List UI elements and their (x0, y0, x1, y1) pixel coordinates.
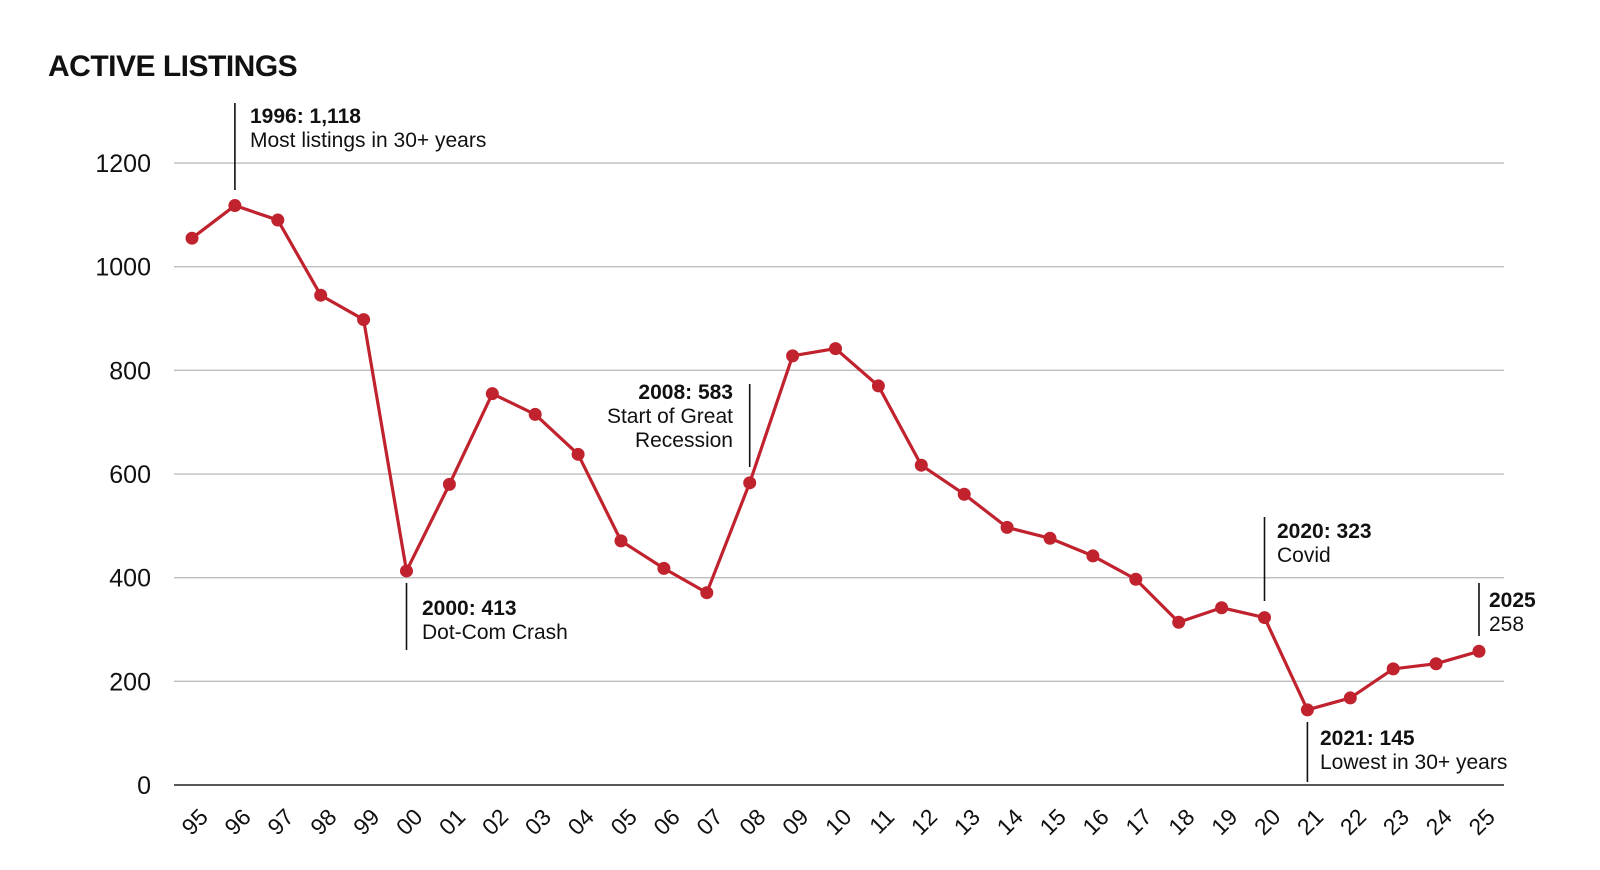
annotation-text: Covid (1277, 544, 1331, 567)
data-point (1343, 691, 1357, 705)
annotation-text: Most listings in 30+ years (250, 129, 486, 152)
x-tick-label: 96 (219, 804, 255, 840)
series-line (191, 203, 1480, 712)
x-tick-label: 02 (477, 804, 513, 840)
x-tick-label: 13 (949, 804, 985, 840)
x-tick-label: 07 (691, 804, 727, 840)
y-tick-label: 600 (109, 461, 151, 489)
x-tick-label: 04 (563, 803, 600, 840)
annotation-text: Lowest in 30+ years (1320, 751, 1507, 774)
x-tick-label: 06 (648, 804, 684, 840)
data-point (442, 477, 456, 491)
x-axis-ticks: 95 96 97 98 99 00 01 02 03 04 05 06 07 08 09 10 11 12 13 14… (176, 803, 1499, 840)
x-tick-label: 22 (1335, 804, 1371, 840)
annotation-text: Dot-Com Crash (422, 621, 568, 644)
y-tick-label: 400 (109, 565, 151, 593)
data-point (1129, 572, 1143, 586)
y-axis-ticks: 0 200 400 600 800 1000 1200 (95, 150, 151, 800)
data-point (528, 407, 542, 421)
x-tick-label: 23 (1378, 804, 1414, 840)
data-point (957, 487, 971, 501)
data-point (228, 199, 242, 213)
x-tick-label: 18 (1163, 804, 1199, 840)
data-point (271, 213, 285, 227)
annotation-text: 258 (1489, 613, 1524, 636)
data-point (1000, 520, 1014, 534)
annotation-title: 2025 (1489, 589, 1536, 612)
annotation-text: Start of Great (607, 405, 733, 428)
y-tick-label: 1200 (95, 150, 151, 178)
x-tick-label: 15 (1034, 804, 1070, 840)
x-tick-label: 14 (992, 803, 1029, 840)
x-tick-label: 11 (864, 804, 899, 839)
data-point (571, 447, 585, 461)
x-tick-label: 03 (520, 804, 556, 840)
data-point (1215, 601, 1229, 615)
y-tick-label: 0 (137, 772, 151, 800)
x-tick-label: 21 (1292, 804, 1328, 840)
gridlines (174, 162, 1504, 786)
data-point (914, 458, 928, 472)
chart-title: ACTIVE LISTINGS (48, 50, 298, 83)
annotation-title: 2020: 323 (1277, 520, 1372, 543)
data-point (1472, 644, 1486, 658)
annotation-text: Recession (635, 429, 733, 452)
x-tick-label: 99 (348, 804, 384, 840)
data-point (829, 342, 842, 356)
data-point (614, 534, 628, 548)
x-tick-label: 98 (305, 804, 341, 840)
x-tick-label: 97 (262, 804, 298, 840)
annotation-title: 2008: 583 (638, 381, 733, 404)
x-tick-label: 16 (1077, 804, 1113, 840)
annotation-title: 2021: 145 (1320, 727, 1415, 750)
data-point (700, 586, 714, 600)
x-tick-label: 19 (1206, 804, 1242, 840)
x-tick-label: 00 (391, 804, 427, 840)
x-tick-label: 09 (777, 804, 813, 840)
y-tick-label: 1000 (95, 254, 151, 282)
data-point (357, 313, 371, 327)
x-tick-label: 05 (605, 804, 641, 840)
data-point (1386, 662, 1400, 676)
x-tick-label: 10 (820, 804, 856, 840)
x-tick-label: 24 (1421, 803, 1458, 840)
data-point (1429, 657, 1443, 671)
data-point (786, 349, 800, 363)
y-tick-label: 200 (109, 668, 151, 696)
series (185, 199, 1486, 717)
data-point (1300, 703, 1314, 717)
x-tick-label: 20 (1249, 804, 1285, 840)
data-point (1258, 611, 1271, 625)
y-tick-label: 800 (109, 357, 151, 385)
x-tick-label: 12 (906, 804, 942, 840)
x-tick-label: 25 (1463, 804, 1499, 840)
data-point (657, 561, 671, 575)
data-point (314, 288, 328, 302)
x-tick-label: 17 (1120, 804, 1156, 840)
data-point (1172, 615, 1186, 629)
x-tick-label: 95 (176, 804, 212, 840)
data-point (185, 231, 199, 245)
data-point (871, 379, 885, 393)
data-point (1043, 531, 1057, 545)
annotation-title: 1996: 1,118 (250, 105, 361, 128)
data-point (485, 387, 499, 401)
data-point (1086, 549, 1100, 563)
data-point (743, 476, 757, 490)
data-point (400, 564, 413, 578)
x-tick-label: 01 (434, 804, 470, 840)
x-tick-label: 08 (734, 804, 770, 840)
annotation-title: 2000: 413 (422, 597, 517, 620)
